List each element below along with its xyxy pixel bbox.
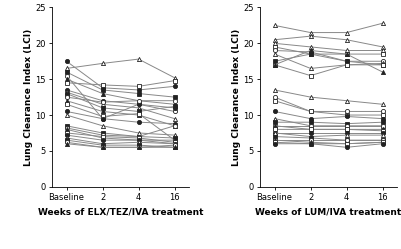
Y-axis label: Lung Clearance Index (LCI): Lung Clearance Index (LCI) xyxy=(24,28,32,166)
X-axis label: Weeks of ELX/TEZ/IVA treatment: Weeks of ELX/TEZ/IVA treatment xyxy=(38,208,203,217)
X-axis label: Weeks of LUM/IVA treatment: Weeks of LUM/IVA treatment xyxy=(255,208,401,217)
Y-axis label: Lung Clearance Index (LCI): Lung Clearance Index (LCI) xyxy=(232,28,241,166)
